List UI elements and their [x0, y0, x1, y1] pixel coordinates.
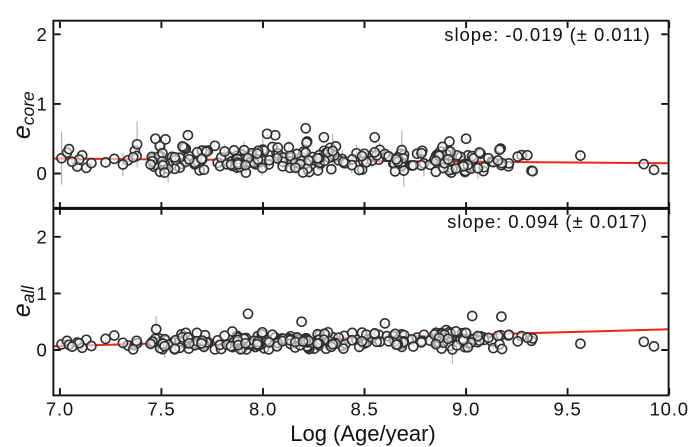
svg-text:0: 0 — [37, 340, 47, 361]
svg-text:Log (Age/year): Log (Age/year) — [290, 421, 436, 446]
svg-text:10.0: 10.0 — [650, 398, 689, 419]
svg-text:0: 0 — [37, 163, 47, 184]
svg-text:9.0: 9.0 — [452, 398, 480, 419]
svg-text:2: 2 — [37, 24, 47, 45]
svg-text:ecore: ecore — [8, 91, 38, 139]
svg-text:slope: 0.094 (± 0.017): slope: 0.094 (± 0.017) — [447, 211, 648, 232]
svg-text:7.5: 7.5 — [147, 398, 175, 419]
svg-text:eall: eall — [8, 285, 38, 318]
svg-text:1: 1 — [37, 94, 47, 115]
svg-text:7.0: 7.0 — [46, 398, 74, 419]
svg-text:9.5: 9.5 — [554, 398, 582, 419]
svg-text:8.5: 8.5 — [350, 398, 378, 419]
svg-text:1: 1 — [37, 283, 47, 304]
svg-text:2: 2 — [37, 226, 47, 247]
svg-text:slope: -0.019 (± 0.011): slope: -0.019 (± 0.011) — [444, 24, 651, 45]
svg-text:8.0: 8.0 — [249, 398, 277, 419]
